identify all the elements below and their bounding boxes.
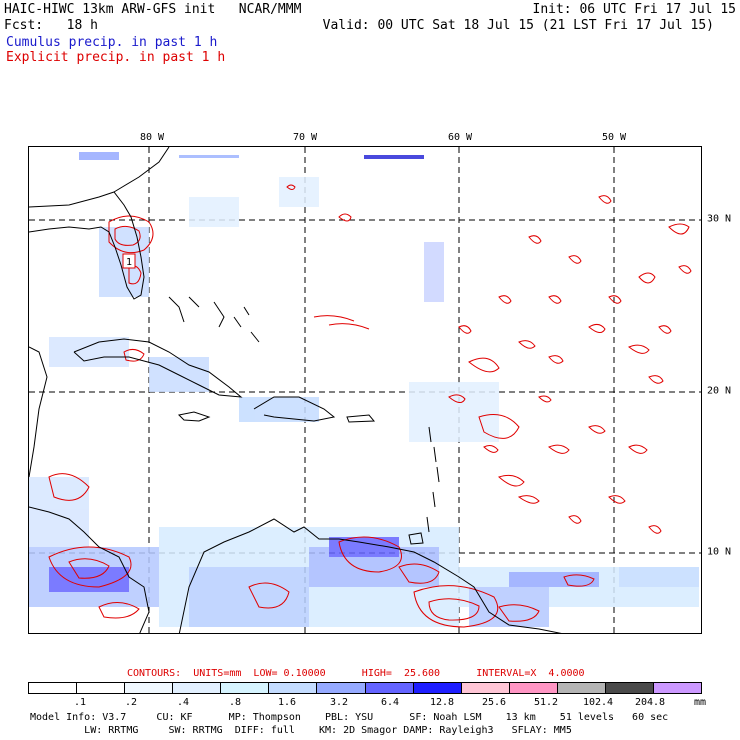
lon-label-60w: 60 W bbox=[447, 132, 473, 143]
precipitation-map: 1 bbox=[28, 146, 702, 634]
yucatan-coast bbox=[29, 346, 48, 478]
title-left: HAIC-HIWC 13km ARW-GFS init NCAR/MMM bbox=[4, 2, 302, 17]
valid-time: Valid: 00 UTC Sat 18 Jul 15 (21 LST Fri … bbox=[322, 18, 714, 33]
model-info-line2: LW: RRTMG SW: RRTMG DIFF: full KM: 2D Sm… bbox=[30, 725, 572, 736]
colorbar-swatch bbox=[317, 683, 366, 693]
explicit-precip-contours bbox=[48, 184, 692, 628]
colorbar-swatch bbox=[557, 683, 606, 693]
colorbar-label: 6.4 bbox=[380, 697, 400, 708]
lat-label-30n: 30 N bbox=[707, 213, 732, 225]
colorbar-swatch bbox=[413, 683, 462, 693]
station-box bbox=[122, 253, 136, 269]
colorbar-swatch bbox=[125, 683, 174, 693]
colorbar-swatch bbox=[605, 683, 655, 693]
trinidad-coast bbox=[408, 532, 424, 545]
us-east-coast bbox=[113, 147, 170, 193]
colorbar-swatch bbox=[77, 683, 126, 693]
lesser-antilles-coast bbox=[426, 426, 440, 533]
jamaica-coast bbox=[177, 411, 211, 422]
colorbar-label: 204.8 bbox=[634, 697, 666, 708]
colorbar-swatch bbox=[269, 683, 318, 693]
cuba-coast bbox=[73, 338, 243, 398]
init-time: Init: 06 UTC Fri 17 Jul 15 bbox=[532, 2, 737, 17]
colorbar-swatch bbox=[221, 683, 270, 693]
map-canvas: 1 bbox=[29, 147, 701, 633]
colorbar-label: 25.6 bbox=[481, 697, 507, 708]
colorbar-label: 1.6 bbox=[277, 697, 297, 708]
colorbar-label: 12.8 bbox=[429, 697, 455, 708]
forecast-hour: Fcst: 18 h bbox=[4, 18, 98, 33]
lat-label-20n: 20 N bbox=[707, 385, 732, 397]
colorbar-label: .2 bbox=[124, 697, 138, 708]
colorbar-swatch bbox=[654, 683, 702, 693]
lon-label-80w: 80 W bbox=[139, 132, 165, 143]
legend-cumulus: Cumulus precip. in past 1 h bbox=[6, 35, 218, 50]
colorbar bbox=[28, 682, 702, 694]
lat-label-10n: 10 N bbox=[707, 546, 732, 558]
south-america-coast bbox=[178, 518, 562, 633]
cumulus-precip bbox=[29, 152, 699, 627]
bahamas-coast bbox=[168, 296, 260, 343]
florida-coast bbox=[29, 191, 145, 300]
colorbar-swatch bbox=[365, 683, 414, 693]
colorbar-label: .1 bbox=[73, 697, 87, 708]
lon-label-50w: 50 W bbox=[601, 132, 627, 143]
colorbar-swatch bbox=[461, 683, 510, 693]
station-label: 1 bbox=[126, 257, 132, 268]
legend-explicit: Explicit precip. in past 1 h bbox=[6, 50, 226, 65]
colorbar-swatch bbox=[509, 683, 558, 693]
coastlines bbox=[29, 147, 562, 633]
colorbar-label: 3.2 bbox=[329, 697, 349, 708]
colorbar-label: 51.2 bbox=[533, 697, 559, 708]
hispaniola-coast bbox=[253, 396, 336, 422]
puerto-rico-coast bbox=[346, 414, 376, 423]
central-america-coast bbox=[29, 506, 150, 633]
contours-info: CONTOURS: UNITS=mm LOW= 0.10000 HIGH= 25… bbox=[127, 668, 585, 679]
model-info-line1: Model Info: V3.7 CU: KF MP: Thompson PBL… bbox=[30, 712, 669, 723]
colorbar-units: mm bbox=[694, 697, 707, 708]
colorbar-label: 102.4 bbox=[582, 697, 614, 708]
colorbar-swatch bbox=[173, 683, 222, 693]
colorbar-label: .8 bbox=[228, 697, 242, 708]
colorbar-label: .4 bbox=[176, 697, 190, 708]
lon-label-70w: 70 W bbox=[292, 132, 318, 143]
colorbar-swatch bbox=[29, 683, 78, 693]
